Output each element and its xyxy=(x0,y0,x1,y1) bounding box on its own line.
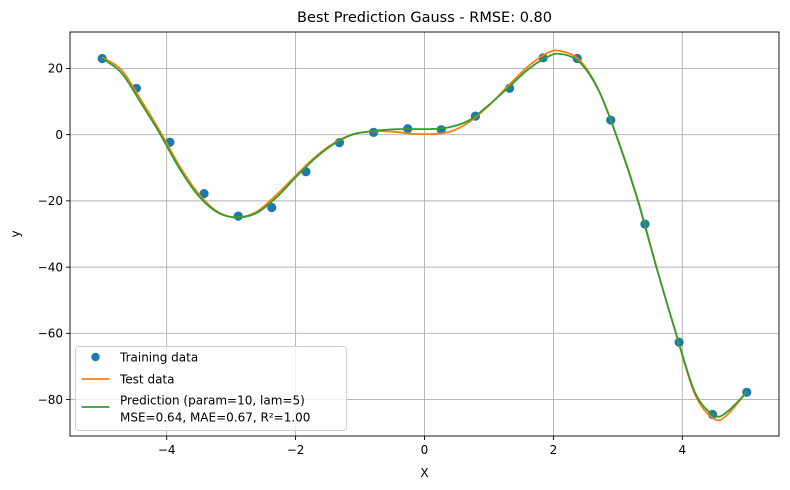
y-tick-label: 20 xyxy=(48,62,63,76)
x-tick-label: 0 xyxy=(421,443,429,457)
training-data-point xyxy=(199,189,209,199)
legend: Training data Test data Prediction (para… xyxy=(75,346,347,431)
y-tick-label: −20 xyxy=(38,194,63,208)
x-axis-label: X xyxy=(420,466,428,480)
x-tick-label: −4 xyxy=(158,443,176,457)
legend-label-prediction-metrics: MSE=0.64, MAE=0.67, R²=1.00 xyxy=(120,411,310,425)
legend-label-test: Test data xyxy=(119,373,174,387)
axes-frame xyxy=(69,31,780,437)
y-tick-label: −80 xyxy=(38,393,63,407)
y-axis-label: y xyxy=(9,230,23,237)
plot-area xyxy=(97,49,752,422)
y-tick-label: 0 xyxy=(55,128,63,142)
legend-label-prediction: Prediction (param=10, lam=5) xyxy=(120,394,305,408)
legend-marker-training xyxy=(91,352,100,362)
y-tick-label: −40 xyxy=(38,260,63,274)
chart-title: Best Prediction Gauss - RMSE: 0.80 xyxy=(297,10,552,26)
x-tick-label: 2 xyxy=(550,443,558,457)
x-tick-label: −2 xyxy=(287,443,305,457)
x-tick-label: 4 xyxy=(678,443,686,457)
legend-label-training: Training data xyxy=(119,351,198,365)
y-tick-label: −60 xyxy=(38,327,63,341)
legend-box xyxy=(75,346,347,431)
prediction-line xyxy=(101,52,748,418)
training-data-point xyxy=(233,211,243,221)
training-data-point xyxy=(267,202,277,213)
